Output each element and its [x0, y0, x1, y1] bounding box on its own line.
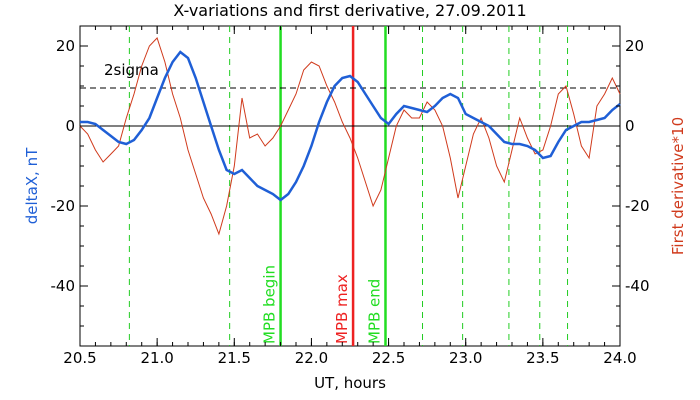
y-axis-right-ticks: 20 0 -20 -40 [612, 25, 650, 327]
x-tick-label: 21.0 [140, 349, 173, 367]
x-tick-label: 23.5 [526, 349, 559, 367]
marker-label: MPB begin [261, 265, 279, 344]
y-right-tick-label: 20 [625, 37, 644, 55]
y-left-tick-label: 20 [56, 37, 75, 55]
chart-title: X-variations and first derivative, 27.09… [173, 1, 526, 20]
y-right-tick-label: -40 [625, 277, 650, 295]
x-tick-label: 22.0 [295, 349, 328, 367]
x-tick-label: 23.0 [449, 349, 482, 367]
marker-label: MPB end [365, 279, 383, 344]
y-axis-left-label: deltaX, nT [23, 147, 41, 224]
y-left-tick-label: 0 [65, 117, 75, 135]
x-tick-label: 24.0 [603, 349, 636, 367]
y-left-tick-label: -40 [51, 277, 76, 295]
y-right-tick-label: -20 [625, 197, 650, 215]
two-sigma-label: 2sigma [104, 61, 159, 79]
series-line-derivative [79, 37, 621, 236]
y-axis-right-label: First derivative*10 [669, 117, 687, 255]
y-left-tick-label: -20 [51, 197, 76, 215]
y-right-tick-label: 0 [625, 117, 635, 135]
x-tick-label: 20.5 [63, 349, 96, 367]
series-line-deltax [80, 50, 621, 202]
reference-lines [80, 87, 620, 127]
x-tick-label: 22.5 [372, 349, 405, 367]
marker-label: MPB max [333, 274, 351, 344]
y-axis-left-ticks: 20 0 -20 -40 [51, 25, 88, 327]
x-tick-label: 21.5 [218, 349, 251, 367]
x-axis-label: UT, hours [314, 374, 386, 392]
x-axis-ticks: 20.5 21.0 21.5 22.0 22.5 23.0 23.5 24.0 [63, 26, 637, 367]
